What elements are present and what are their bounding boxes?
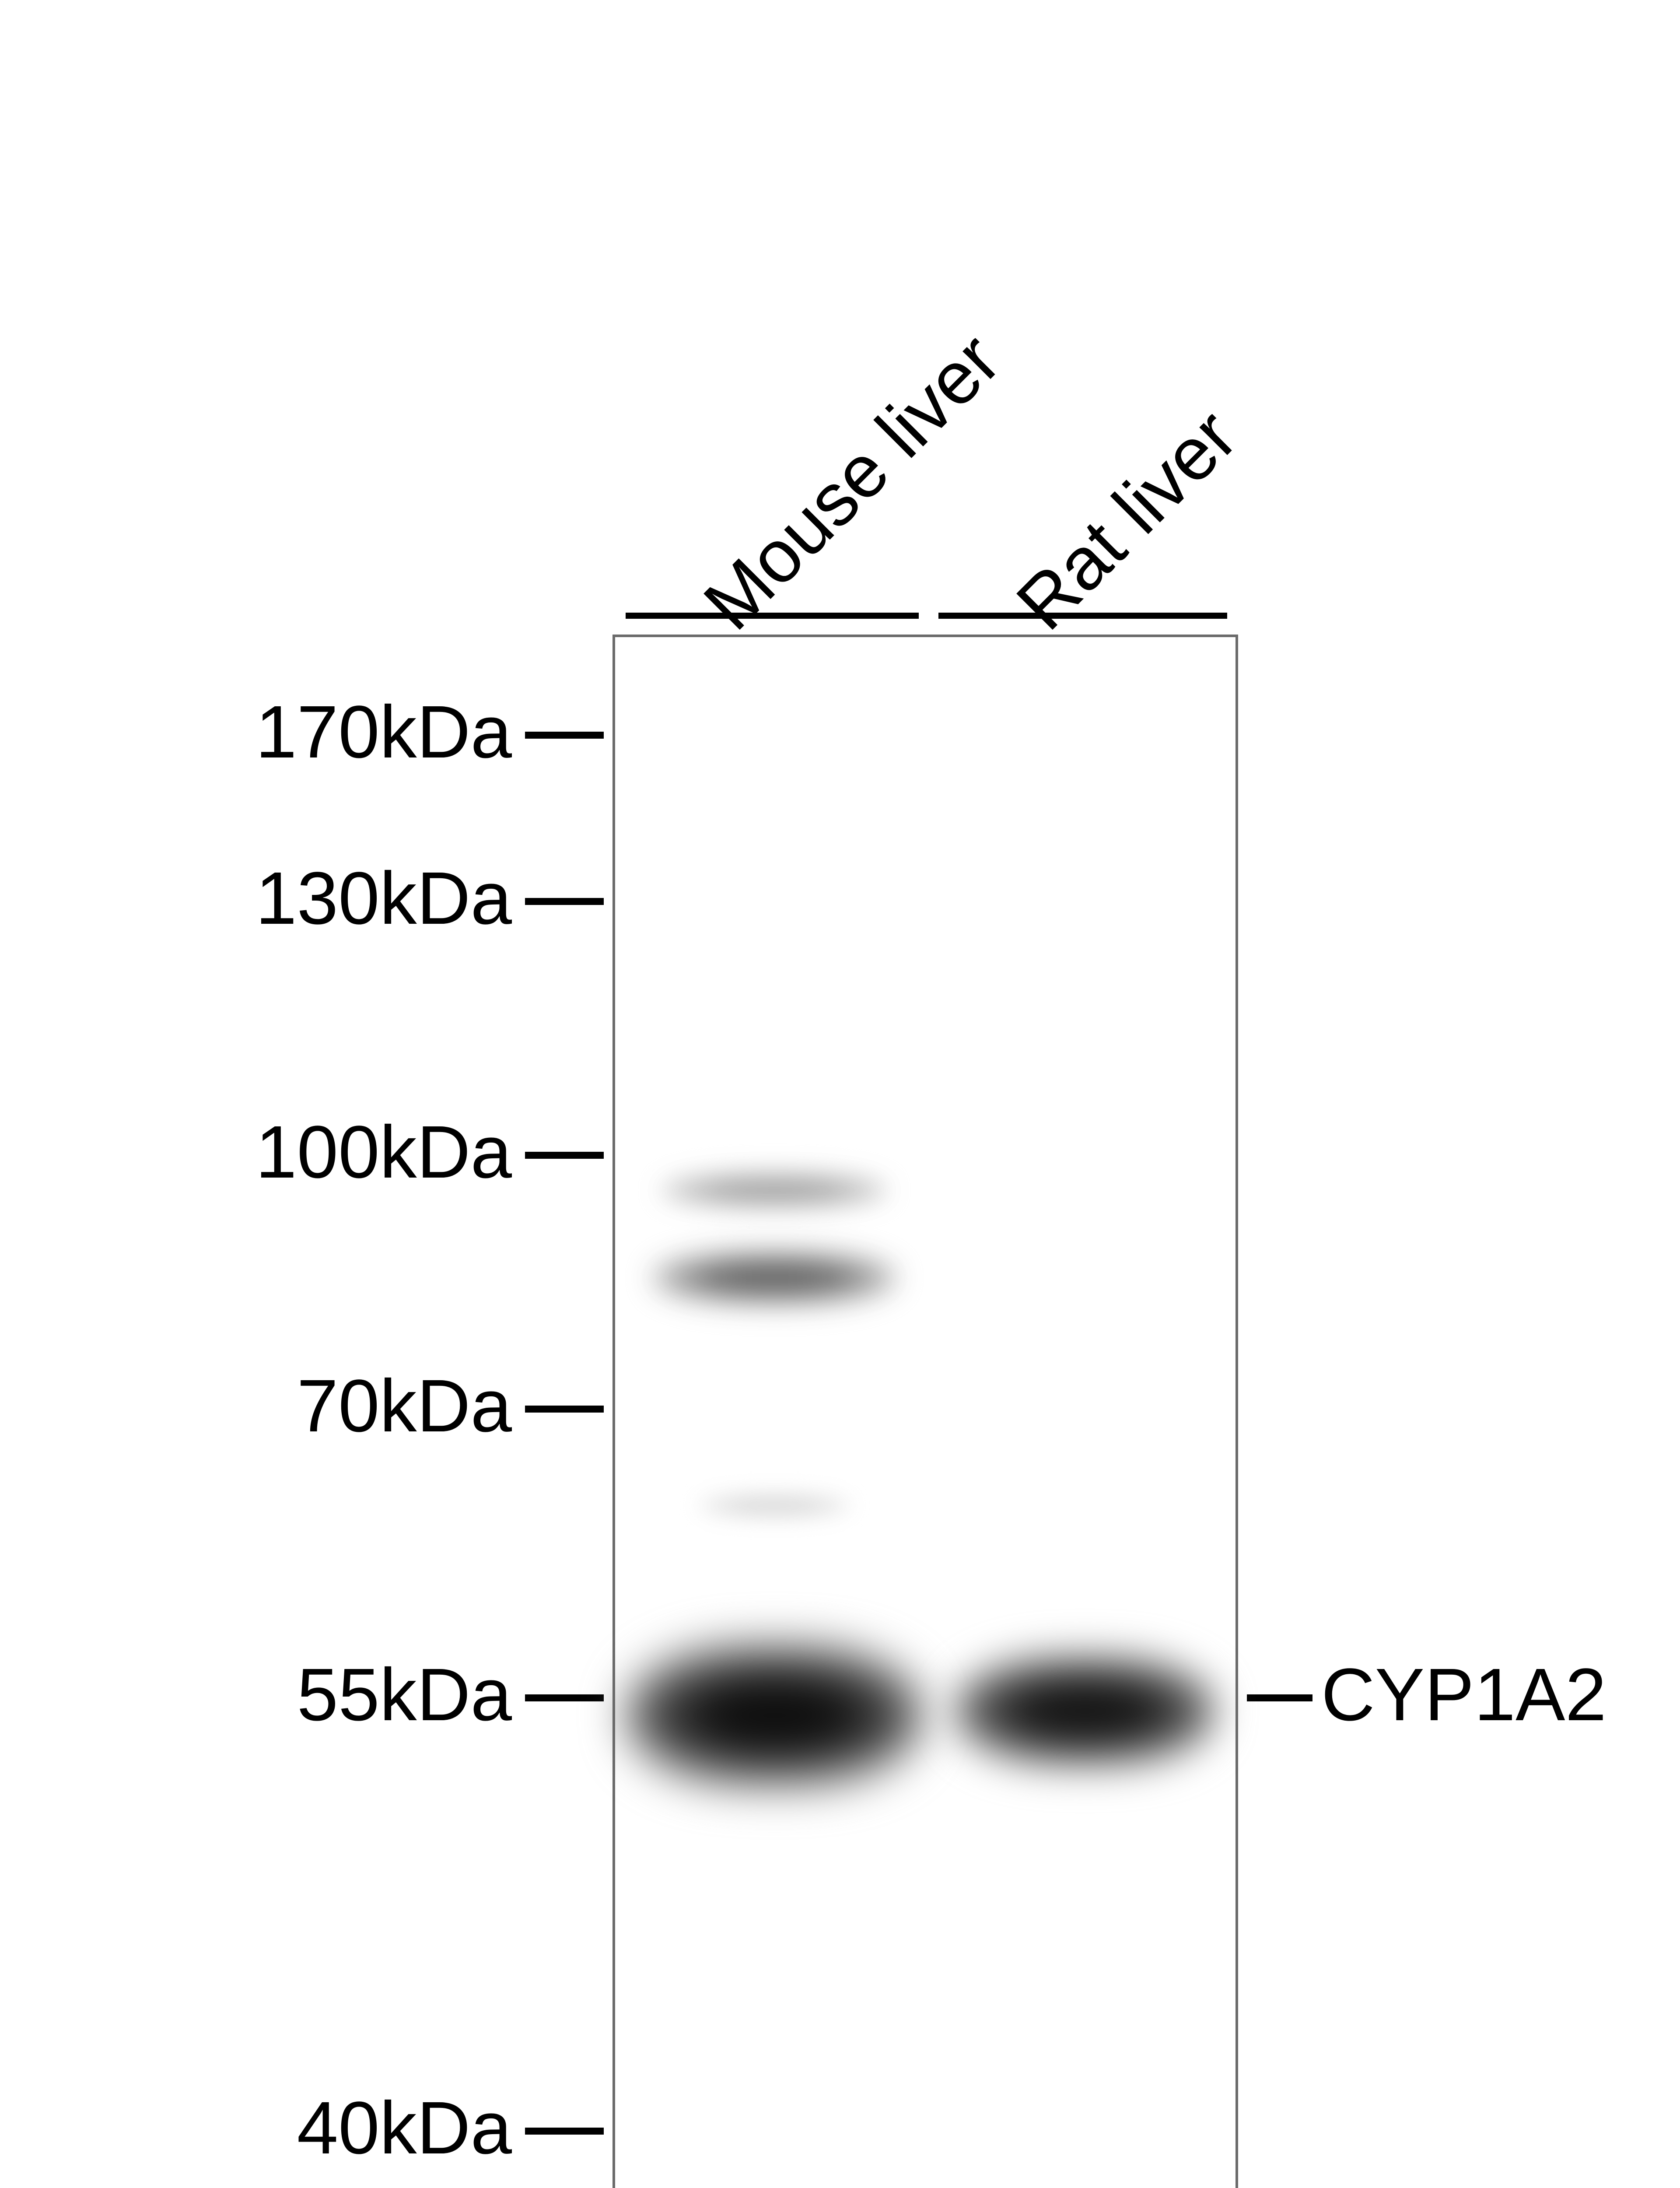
blot-band xyxy=(954,1654,1216,1768)
mw-label: 55kDa xyxy=(297,1652,512,1738)
mw-tick xyxy=(525,1406,604,1413)
blot-band xyxy=(661,1171,888,1210)
mw-label: 70kDa xyxy=(297,1363,512,1449)
mw-tick xyxy=(525,732,604,739)
mw-label: 40kDa xyxy=(297,2085,512,2171)
target-label: CYP1A2 xyxy=(1321,1652,1606,1738)
mw-label: 100kDa xyxy=(256,1109,512,1195)
lane-label: Rat liver xyxy=(1000,393,1253,646)
blot-band xyxy=(626,1643,923,1788)
target-tick xyxy=(1247,1694,1312,1701)
mw-label: 170kDa xyxy=(256,689,512,775)
blot-membrane xyxy=(612,635,1238,2188)
mw-tick xyxy=(525,2128,604,2135)
blot-band xyxy=(652,1249,897,1306)
mw-tick xyxy=(525,1152,604,1159)
blot-band xyxy=(698,1494,851,1518)
lane-label: Mouse liver xyxy=(687,317,1017,646)
figure-stage: Mouse liverRat liver 170kDa 130kDa 100kDa 70… xyxy=(0,0,1680,2188)
mw-tick xyxy=(525,898,604,905)
mw-label: 130kDa xyxy=(256,856,512,941)
mw-tick xyxy=(525,1694,604,1701)
